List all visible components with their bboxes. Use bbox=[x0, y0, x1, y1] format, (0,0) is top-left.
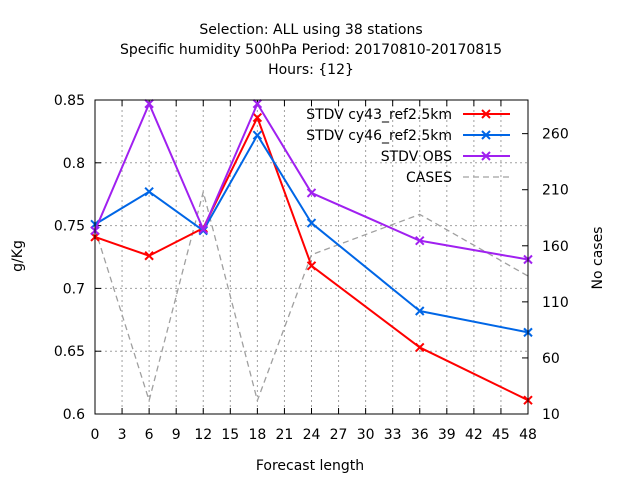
legend-marker bbox=[481, 130, 491, 140]
data-point bbox=[144, 99, 154, 109]
y-tick-label: 0.7 bbox=[63, 281, 85, 297]
series-cases bbox=[94, 191, 529, 402]
y2-tick-label: 210 bbox=[542, 183, 569, 199]
x-tick-label: 18 bbox=[248, 427, 266, 443]
data-point bbox=[144, 251, 154, 261]
data-point bbox=[415, 306, 425, 316]
x-tick-label: 27 bbox=[330, 427, 348, 443]
legend-item: STDV cy43_ref2.5km bbox=[306, 107, 510, 123]
data-point bbox=[306, 188, 317, 198]
x-tick-label: 21 bbox=[276, 427, 294, 443]
y2-tick-label: 60 bbox=[542, 351, 560, 367]
x-tick-label: 24 bbox=[303, 427, 321, 443]
data-point bbox=[252, 99, 263, 109]
legend-label: STDV cy43_ref2.5km bbox=[306, 107, 452, 123]
y-axis-label: g/Kg bbox=[10, 240, 26, 272]
data-point bbox=[252, 112, 263, 123]
x-tick-label: 33 bbox=[384, 427, 402, 443]
x-axis-label: Forecast length bbox=[256, 458, 364, 474]
data-point bbox=[415, 235, 425, 246]
data-point bbox=[306, 218, 317, 228]
legend-item: CASES bbox=[406, 170, 510, 186]
data-point bbox=[144, 186, 154, 197]
x-tick-label: 36 bbox=[411, 427, 429, 443]
legend: STDV cy43_ref2.5km STDV cy46_ref2.5km STDV… bbox=[306, 107, 510, 186]
y2-axis-label: No cases bbox=[590, 227, 606, 290]
x-tick-label: 48 bbox=[519, 427, 537, 443]
plot-frame bbox=[94, 99, 529, 415]
y-tick-label: 0.85 bbox=[54, 93, 85, 109]
data-point bbox=[252, 130, 263, 140]
legend-label: STDV cy46_ref2.5km bbox=[306, 128, 452, 144]
x-tick-label: 6 bbox=[145, 427, 154, 443]
legend-marker bbox=[481, 151, 491, 161]
y2-tick-label: 160 bbox=[542, 239, 569, 255]
y-tick-label: 0.75 bbox=[54, 219, 85, 235]
y-tick-label: 0.6 bbox=[63, 407, 85, 423]
legend-marker bbox=[481, 109, 491, 119]
legend-label: CASES bbox=[406, 170, 452, 186]
data-point bbox=[198, 224, 208, 235]
legend-label: STDV OBS bbox=[381, 149, 452, 165]
y-tick-label: 0.65 bbox=[54, 344, 85, 360]
x-tick-label: 42 bbox=[465, 427, 483, 443]
data-point bbox=[415, 342, 425, 353]
x-tick-label: 0 bbox=[91, 427, 100, 443]
x-tick-label: 12 bbox=[194, 427, 212, 443]
axis-ticks: 0 3 6 9 12 15 18 21 24 27 30 33 36 39 42 45 480.60.650.7… bbox=[54, 93, 569, 443]
x-tick-label: 3 bbox=[118, 427, 127, 443]
title-line-1: Selection: ALL using 38 stations bbox=[199, 22, 422, 38]
series-layer bbox=[90, 99, 533, 405]
x-tick-label: 9 bbox=[172, 427, 181, 443]
y2-tick-label: 10 bbox=[542, 407, 560, 423]
legend-item: STDV OBS bbox=[381, 149, 510, 165]
title-line-3: Hours: {12} bbox=[268, 62, 354, 78]
x-tick-label: 30 bbox=[357, 427, 375, 443]
y2-tick-label: 110 bbox=[542, 295, 569, 311]
series-line bbox=[94, 134, 529, 334]
chart-title: Selection: ALL using 38 stations Specifi… bbox=[120, 22, 502, 78]
x-tick-label: 39 bbox=[438, 427, 456, 443]
y2-tick-label: 260 bbox=[542, 127, 569, 143]
series-line bbox=[94, 191, 529, 402]
title-line-2: Specific humidity 500hPa Period: 2017081… bbox=[120, 42, 502, 58]
series-stdv-obs bbox=[90, 99, 533, 265]
y-tick-label: 0.8 bbox=[63, 156, 85, 172]
x-tick-label: 45 bbox=[492, 427, 510, 443]
data-point bbox=[306, 261, 317, 271]
x-tick-label: 15 bbox=[221, 427, 239, 443]
legend-item: STDV cy46_ref2.5km bbox=[306, 128, 510, 144]
grid bbox=[95, 100, 528, 414]
